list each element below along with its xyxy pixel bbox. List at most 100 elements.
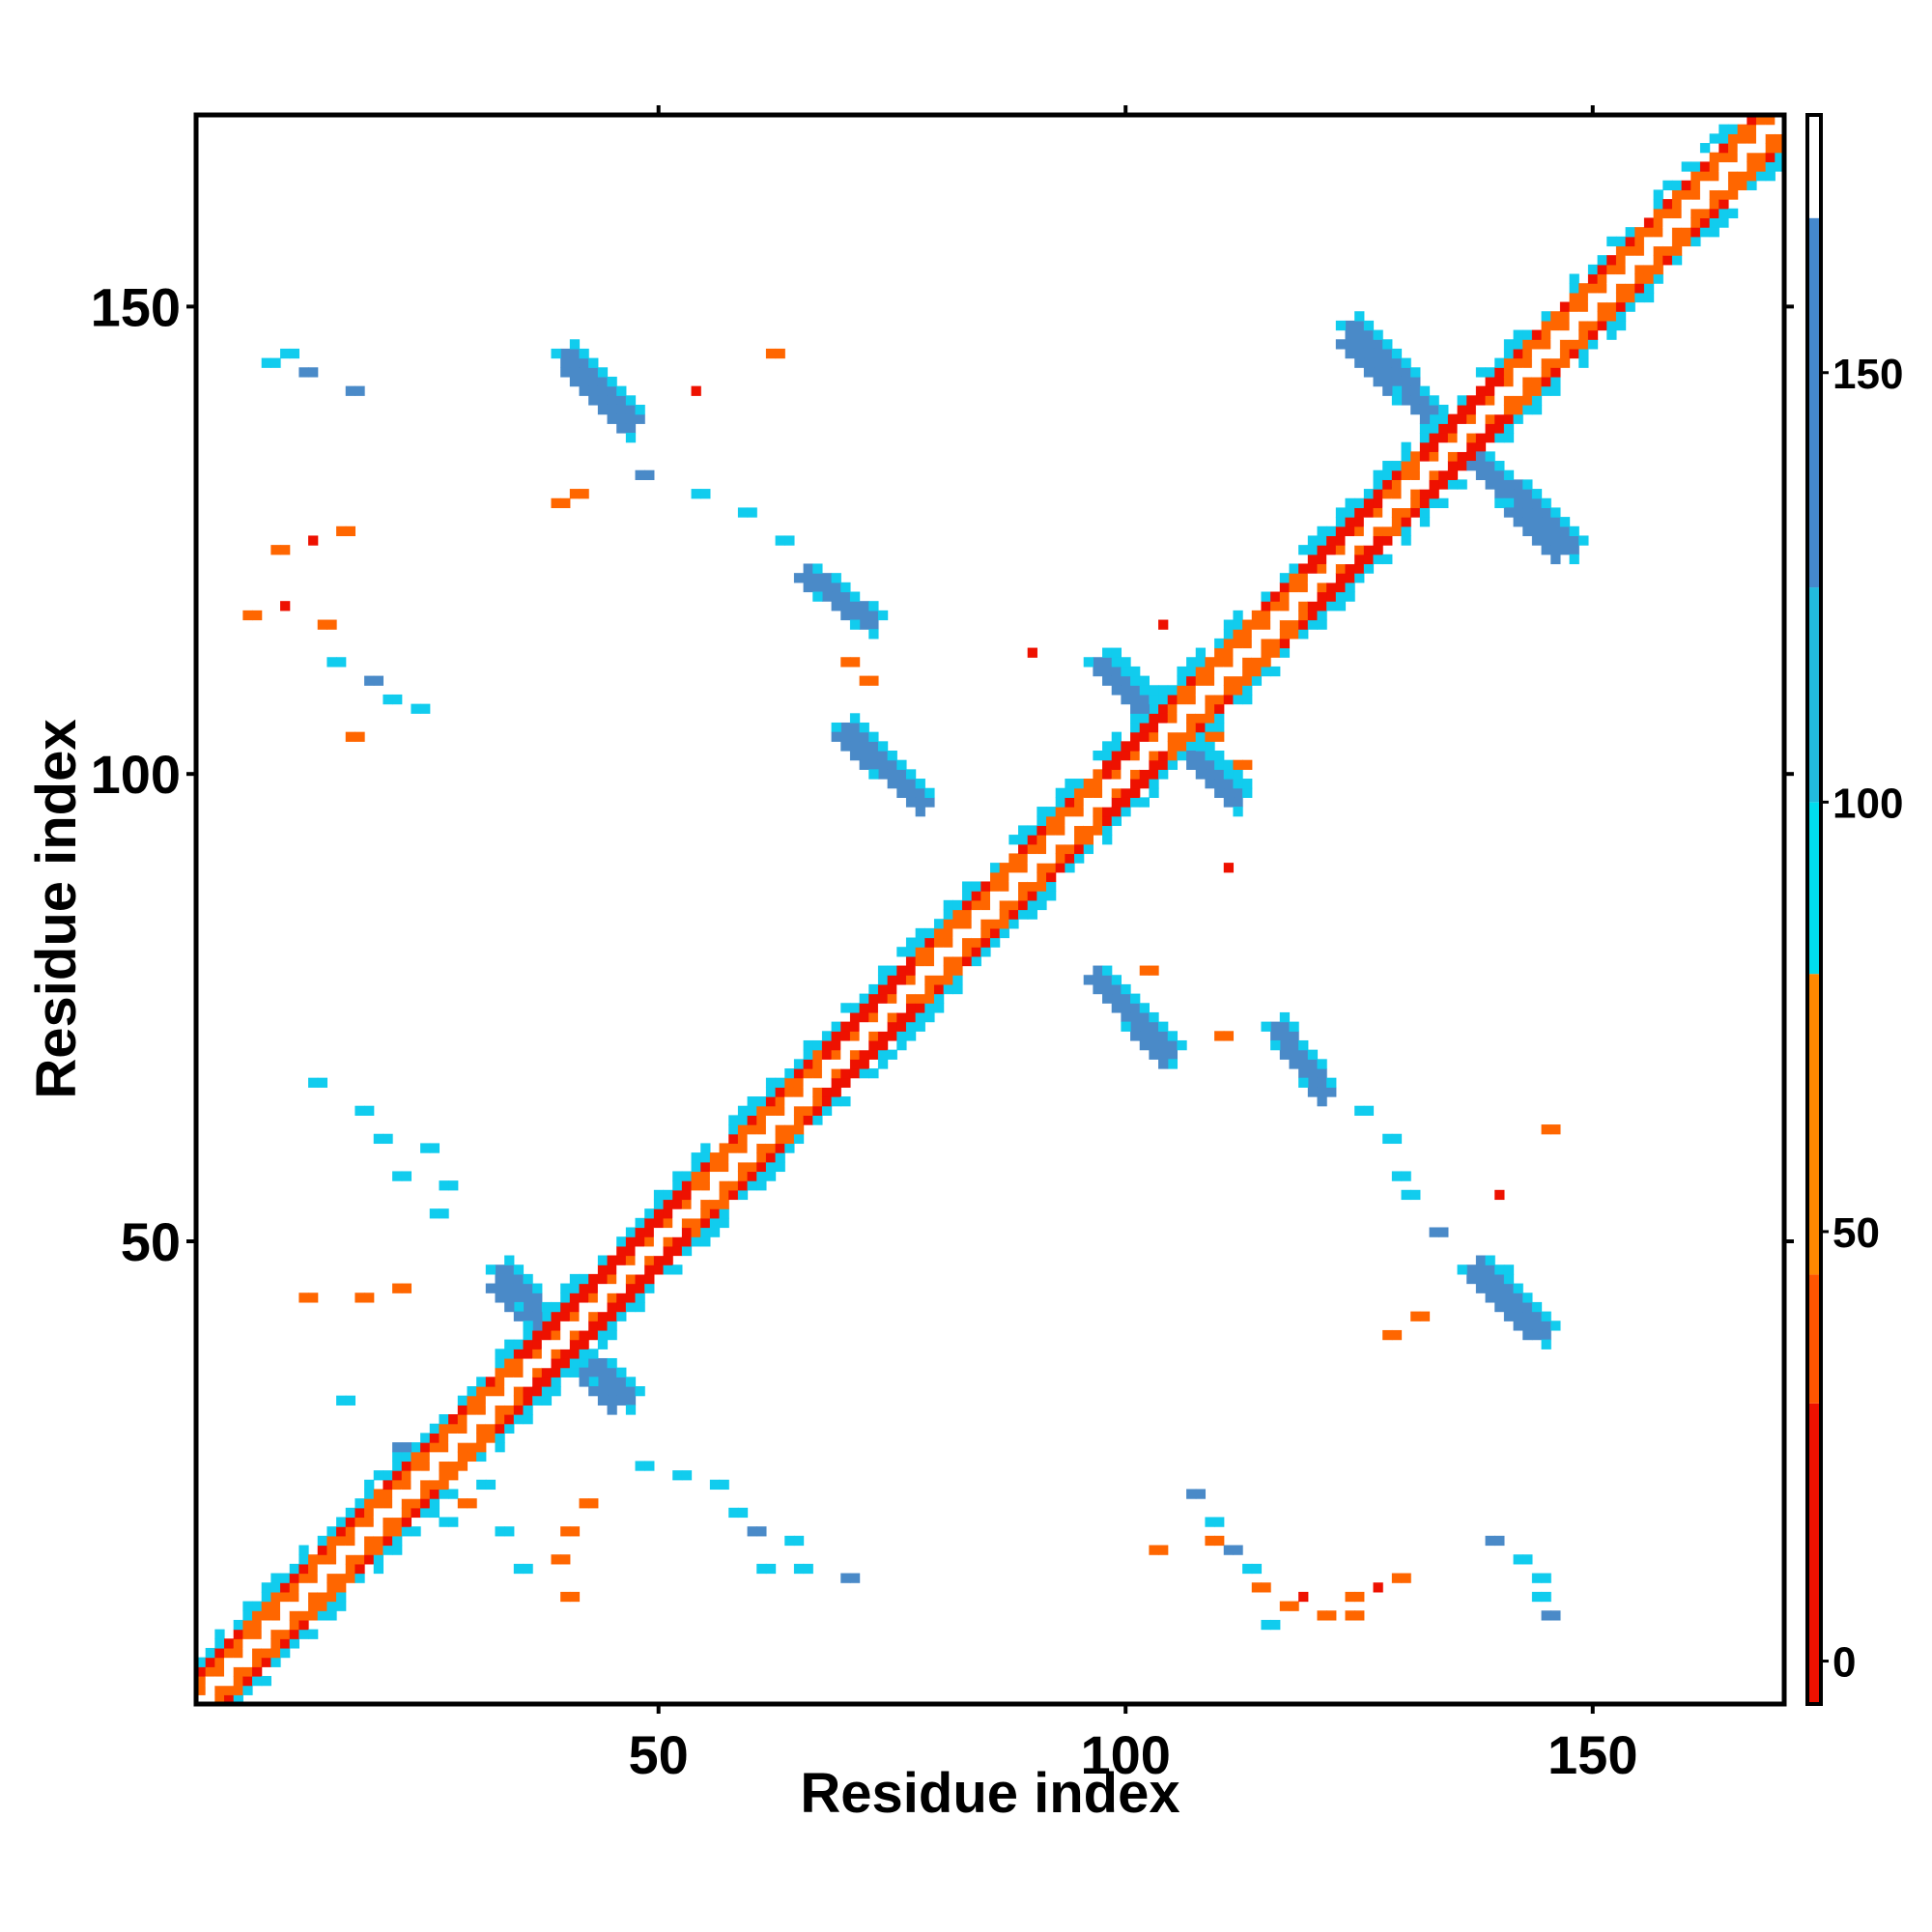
heatmap-cell [1569,320,1579,331]
heatmap-cell [513,1264,525,1275]
heatmap-cell [1354,526,1365,537]
heatmap-cell [1093,815,1103,827]
heatmap-cell [1214,1031,1225,1041]
heatmap-cell [560,1357,571,1369]
heatmap-cell [803,1077,813,1088]
heatmap-cell [1149,1545,1159,1555]
heatmap-cell [1522,1311,1533,1321]
heatmap-cell [1373,339,1383,350]
heatmap-cell [728,1152,739,1163]
heatmap-cell [672,1264,683,1275]
heatmap-cell [1335,535,1347,546]
heatmap-cell [607,376,617,387]
heatmap-cell [270,1619,281,1631]
heatmap-cell [420,1451,431,1463]
heatmap-cell [840,1039,851,1051]
heatmap-cell [971,909,981,920]
heatmap-cell [1653,208,1663,219]
heatmap-cell [1102,815,1113,827]
heatmap-cell [1195,751,1207,761]
heatmap-cell [1429,395,1439,406]
heatmap-cell [233,1694,243,1705]
heatmap-cell [1410,385,1421,396]
heatmap-cell [1335,507,1347,518]
heatmap-cell [952,919,963,929]
heatmap-cell [1289,591,1299,602]
heatmap-cell [1681,208,1691,219]
heatmap-cell [635,1301,645,1313]
heatmap-cell [1009,899,1019,911]
heatmap-cell [756,1180,767,1191]
heatmap-cell [607,1367,617,1378]
heatmap-cell [439,1461,449,1471]
heatmap-cell [457,1451,469,1463]
heatmap-cell [859,731,869,742]
heatmap-cell [420,703,431,714]
heatmap-cell [1587,264,1599,275]
heatmap-cell [1475,413,1487,424]
heatmap-cell [1634,245,1645,256]
heatmap-cell [644,1264,655,1275]
heatmap-cell [1503,1273,1515,1285]
heatmap-cell [915,787,925,798]
heatmap-cell [681,1470,693,1481]
heatmap-cell [1121,741,1131,752]
heatmap-cell [1335,563,1347,574]
heatmap-cell [1662,236,1673,247]
heatmap-cell [616,404,627,415]
heatmap-cell [877,769,889,780]
heatmap-cell [411,1507,421,1519]
heatmap-cell [588,385,599,396]
heatmap-cell [877,751,889,761]
heatmap-cell [569,348,581,359]
heatmap-cell [1522,497,1533,509]
heatmap-cell [1326,1087,1337,1097]
heatmap-cell [1373,376,1383,387]
heatmap-cell [1121,666,1131,677]
heatmap-cell [1615,301,1627,312]
heatmap-cell [1727,152,1739,162]
heatmap-cell [831,1049,841,1060]
heatmap-cell [345,1563,355,1575]
heatmap-cell [1503,413,1515,424]
heatmap-cell [1223,685,1235,696]
heatmap-cell [1503,404,1515,415]
heatmap-cell [541,1377,553,1387]
heatmap-cell [1569,301,1579,312]
heatmap-cell [1531,1321,1543,1331]
heatmap-cell [1438,1227,1449,1237]
heatmap-cell [663,1264,673,1275]
heatmap-cell [541,1367,553,1378]
heatmap-cell [607,1255,617,1265]
heatmap-cell [1653,245,1663,256]
heatmap-cell [840,657,851,668]
heatmap-cell [607,1395,617,1406]
heatmap-cell [1363,563,1375,574]
heatmap-cell [327,1554,337,1565]
heatmap-cell [448,1517,459,1527]
heatmap-cell [569,1349,581,1359]
heatmap-cell [429,1208,440,1219]
heatmap-cell [1625,236,1635,247]
heatmap-cell [1289,601,1299,611]
heatmap-cell [821,1096,833,1107]
heatmap-cell [1681,227,1691,238]
heatmap-cell [1531,348,1543,359]
heatmap-cell [597,1339,609,1350]
heatmap-cell [401,1171,412,1181]
heatmap-cell [1419,489,1431,499]
heatmap-cell [1139,713,1150,724]
heatmap-cell [765,1096,777,1107]
heatmap-cell [961,919,973,929]
heatmap-cell [1139,741,1150,752]
heatmap-cell [747,1096,757,1107]
heatmap-cell [1775,152,1785,162]
heatmap-cell [1121,1011,1131,1023]
y-tick-label: 150 [91,276,181,337]
heatmap-cell [439,1517,449,1527]
heatmap-cell [373,1563,384,1575]
heatmap-cell [1149,759,1159,770]
heatmap-cell [933,993,945,1004]
heatmap-cell [1233,807,1243,817]
heatmap-cell [1139,1021,1150,1032]
